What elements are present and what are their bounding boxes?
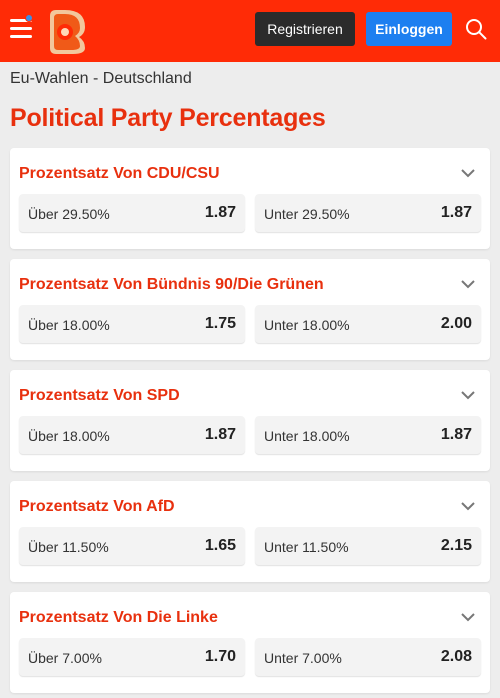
odds-value: 1.87 — [204, 204, 236, 221]
chevron-down-icon[interactable] — [460, 390, 476, 400]
odds-label: Unter 29.50% — [264, 206, 350, 222]
chevron-down-icon[interactable] — [460, 279, 476, 289]
odds-value: 2.15 — [440, 537, 472, 554]
odds-value: 1.87 — [204, 426, 236, 443]
odds-button-under[interactable]: Unter 18.00% 1.87 — [255, 416, 481, 454]
odds-label: Unter 7.00% — [264, 650, 342, 666]
breadcrumb[interactable]: Eu-Wahlen - Deutschland — [10, 70, 192, 87]
register-button[interactable]: Registrieren — [255, 12, 355, 46]
odds-label: Über 11.50% — [28, 539, 109, 555]
chevron-down-icon[interactable] — [460, 168, 476, 178]
odds-button-over[interactable]: Über 18.00% 1.75 — [19, 305, 245, 343]
odds-value: 2.00 — [440, 315, 472, 332]
odds-button-over[interactable]: Über 18.00% 1.87 — [19, 416, 245, 454]
login-button[interactable]: Einloggen — [366, 12, 452, 46]
odds-button-over[interactable]: Über 7.00% 1.70 — [19, 638, 245, 676]
market-card: Prozentsatz Von CDU/CSU Über 29.50% 1.87… — [10, 148, 490, 249]
odds-button-under[interactable]: Unter 29.50% 1.87 — [255, 194, 481, 232]
market-card: Prozentsatz Von AfD Über 11.50% 1.65 Unt… — [10, 481, 490, 582]
menu-line — [10, 35, 32, 38]
chevron-down-icon[interactable] — [460, 612, 476, 622]
hamburger-menu-icon[interactable] — [10, 17, 34, 39]
market-title[interactable]: Prozentsatz Von SPD — [19, 387, 180, 404]
chevron-down-icon[interactable] — [460, 501, 476, 511]
market-title[interactable]: Prozentsatz Von AfD — [19, 498, 175, 515]
odds-label: Unter 18.00% — [264, 428, 350, 444]
odds-label: Über 18.00% — [28, 428, 110, 444]
search-icon[interactable] — [464, 17, 488, 41]
notification-dot-icon — [25, 14, 33, 22]
market-card: Prozentsatz Von SPD Über 18.00% 1.87 Unt… — [10, 370, 490, 471]
market-title[interactable]: Prozentsatz Von Die Linke — [19, 609, 218, 626]
odds-value: 2.08 — [440, 648, 472, 665]
menu-line — [10, 27, 32, 30]
market-card: Prozentsatz Von Die Linke Über 7.00% 1.7… — [10, 592, 490, 693]
odds-value: 1.75 — [204, 315, 236, 332]
top-navigation-bar: Registrieren Einloggen — [0, 0, 500, 62]
market-card: Prozentsatz Von Bündnis 90/Die Grünen Üb… — [10, 259, 490, 360]
market-title[interactable]: Prozentsatz Von Bündnis 90/Die Grünen — [19, 276, 324, 293]
odds-value: 1.87 — [440, 426, 472, 443]
odds-label: Über 29.50% — [28, 206, 110, 222]
odds-label: Unter 11.50% — [264, 539, 349, 555]
odds-button-over[interactable]: Über 29.50% 1.87 — [19, 194, 245, 232]
market-title[interactable]: Prozentsatz Von CDU/CSU — [19, 165, 220, 182]
brand-logo[interactable] — [45, 6, 87, 56]
menu-line — [10, 19, 32, 22]
odds-button-under[interactable]: Unter 11.50% 2.15 — [255, 527, 481, 565]
odds-button-over[interactable]: Über 11.50% 1.65 — [19, 527, 245, 565]
page-title: Political Party Percentages — [10, 104, 326, 132]
odds-label: Unter 18.00% — [264, 317, 350, 333]
odds-label: Über 7.00% — [28, 650, 102, 666]
odds-value: 1.65 — [204, 537, 236, 554]
odds-value: 1.70 — [204, 648, 236, 665]
odds-label: Über 18.00% — [28, 317, 110, 333]
odds-button-under[interactable]: Unter 18.00% 2.00 — [255, 305, 481, 343]
odds-button-under[interactable]: Unter 7.00% 2.08 — [255, 638, 481, 676]
odds-value: 1.87 — [440, 204, 472, 221]
